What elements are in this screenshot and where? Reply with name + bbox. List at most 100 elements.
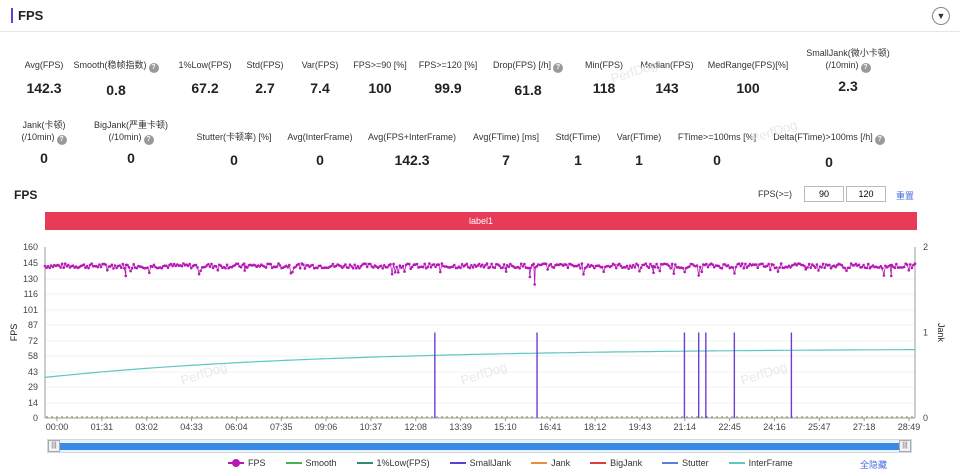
metric-metrics_row2-7: Var(FTime) 1 bbox=[579, 131, 699, 169]
fps-point bbox=[208, 265, 212, 268]
fps-point bbox=[628, 264, 632, 267]
fps-point bbox=[705, 262, 708, 266]
fps-point bbox=[434, 265, 437, 269]
legend-item-smooth[interactable]: Smooth bbox=[285, 458, 337, 468]
chevron-down-icon[interactable]: ▼ bbox=[932, 7, 950, 25]
fps-point bbox=[490, 262, 494, 266]
fps-point bbox=[815, 263, 819, 266]
reset-button[interactable]: 重置 bbox=[896, 191, 915, 201]
legend-item-bigjank[interactable]: BigJank bbox=[590, 458, 642, 468]
metric-label-unit: (/10min)? bbox=[71, 131, 191, 145]
fps-point bbox=[439, 270, 442, 274]
fps-point bbox=[152, 263, 156, 267]
legend-swatch bbox=[449, 462, 466, 464]
fps-point bbox=[787, 264, 791, 268]
legend-item-interframe[interactable]: InterFrame bbox=[728, 458, 793, 468]
fps-threshold-low-input[interactable] bbox=[804, 186, 844, 202]
fps-point bbox=[765, 264, 769, 268]
legend-item-stutter[interactable]: Stutter bbox=[662, 458, 709, 468]
fps-point bbox=[186, 264, 190, 268]
fps-point bbox=[421, 265, 425, 269]
fps-point bbox=[225, 263, 229, 267]
fps-point bbox=[521, 265, 525, 268]
metric-value: 2.7 bbox=[255, 80, 275, 96]
fps-point bbox=[166, 266, 170, 269]
fps-point bbox=[110, 263, 114, 267]
interframe-line bbox=[44, 349, 915, 378]
metric-value: 143 bbox=[655, 80, 679, 96]
legend-item-smalljank[interactable]: SmallJank bbox=[449, 458, 511, 468]
legend-label: BigJank bbox=[610, 458, 643, 468]
range-right-handle[interactable]: ||| bbox=[899, 440, 911, 452]
help-icon[interactable]: ? bbox=[860, 63, 871, 73]
metric-value: 1 bbox=[635, 152, 643, 168]
fps-point bbox=[681, 267, 685, 270]
fps-point bbox=[907, 268, 911, 272]
fps-point bbox=[745, 266, 749, 269]
help-icon[interactable]: ? bbox=[143, 135, 154, 145]
fps-point bbox=[683, 270, 686, 274]
fps-point bbox=[726, 264, 730, 267]
metric-label-text: Stutter(卡顿率) [%] bbox=[196, 132, 272, 142]
fps-point bbox=[806, 266, 809, 269]
fps-point bbox=[67, 263, 70, 267]
metric-value: 0 bbox=[127, 150, 135, 166]
fps-point bbox=[518, 267, 521, 270]
fps-point bbox=[854, 262, 858, 266]
x-tick-label: 04:33 bbox=[180, 422, 203, 432]
fps-point bbox=[344, 263, 347, 266]
fps-point bbox=[330, 264, 333, 268]
fps-point bbox=[342, 265, 346, 268]
fps-point bbox=[613, 263, 616, 267]
x-tick-label: 16:41 bbox=[539, 422, 562, 432]
fps-point bbox=[194, 263, 198, 267]
fps-point bbox=[862, 263, 865, 267]
help-icon[interactable]: ? bbox=[553, 63, 563, 73]
fps-point bbox=[734, 265, 738, 269]
label-band[interactable]: label1 bbox=[45, 212, 917, 230]
time-range-scrollbar[interactable]: ||| ||| bbox=[47, 439, 912, 453]
legend-swatch bbox=[531, 462, 548, 464]
metric-label: MedRange(FPS)[%] bbox=[688, 59, 808, 71]
metric-metrics_row2-1: BigJank(严重卡顿) (/10min)? 0 bbox=[71, 119, 191, 167]
legend-label: FPS bbox=[248, 458, 266, 468]
fps-chart[interactable]: 160 145 130 116 101 87 72 58 43 29 14 0 2 1 0 FPS Jank 00… bbox=[0, 236, 960, 436]
help-icon[interactable]: ? bbox=[148, 63, 159, 73]
fps-point bbox=[627, 267, 630, 270]
y-tick-label: 43 bbox=[28, 367, 38, 377]
time-range-selection[interactable] bbox=[60, 443, 899, 450]
hide-all-button[interactable]: 全隐藏 bbox=[860, 460, 888, 470]
fps-point bbox=[460, 263, 464, 266]
legend-item-fps[interactable]: FPS bbox=[228, 458, 266, 468]
legend-item-1-low-fps-[interactable]: 1%Low(FPS) bbox=[356, 458, 430, 468]
metric-value: 142.3 bbox=[394, 152, 430, 168]
help-icon[interactable]: ? bbox=[56, 135, 67, 145]
metric-metrics_row2-5: Avg(FTime) [ms] 7 bbox=[446, 131, 566, 169]
fps-point bbox=[129, 269, 132, 273]
metric-metrics_row2-9: Delta(FTime)>100ms [/h]? 0 bbox=[769, 131, 889, 171]
fps-point bbox=[398, 264, 402, 267]
fps-point bbox=[294, 265, 297, 269]
fps-point bbox=[243, 269, 246, 272]
fps-point bbox=[493, 266, 497, 269]
fps-point bbox=[619, 264, 623, 268]
x-tick-label: 24:16 bbox=[763, 422, 786, 432]
y-axis-title: FPS bbox=[9, 324, 19, 342]
range-left-handle[interactable]: ||| bbox=[48, 440, 60, 452]
fps-point bbox=[828, 263, 831, 267]
fps-point bbox=[577, 263, 581, 267]
legend-item-jank[interactable]: Jank bbox=[531, 458, 570, 468]
metric-label-text: Jank(卡顿) bbox=[22, 120, 66, 130]
help-icon[interactable]: ? bbox=[874, 135, 885, 145]
fps-point bbox=[761, 262, 764, 266]
fps-point bbox=[275, 265, 279, 268]
fps-point bbox=[840, 264, 844, 267]
fps-point bbox=[586, 263, 590, 266]
fps-threshold-high-input[interactable] bbox=[846, 186, 886, 202]
fps-point bbox=[298, 267, 302, 270]
legend-swatch bbox=[228, 459, 244, 467]
fps-point bbox=[504, 270, 508, 273]
fps-point bbox=[652, 271, 655, 274]
metric-label: BigJank(严重卡顿) bbox=[71, 119, 191, 131]
metric-label: Delta(FTime)>100ms [/h]? bbox=[769, 131, 889, 145]
